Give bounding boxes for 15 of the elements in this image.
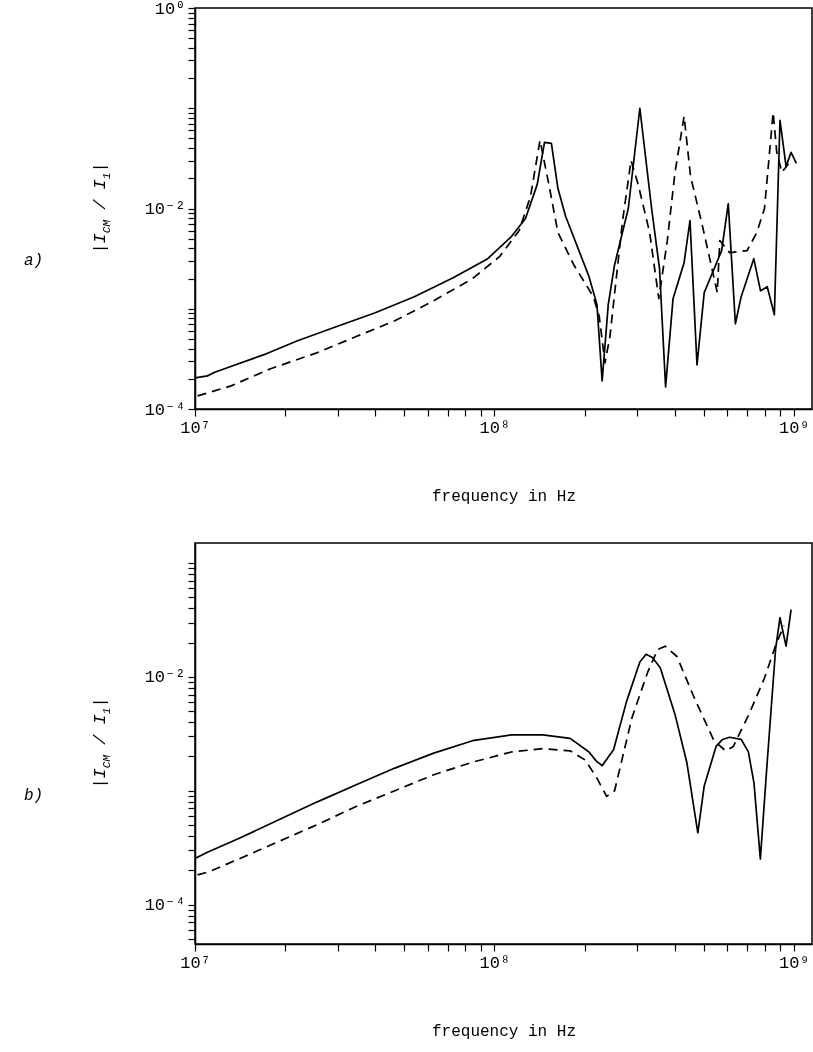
x-tick-label: 10⁹	[779, 418, 810, 438]
y-tick-label: 10⁻⁴	[144, 400, 186, 420]
y-tick-label: 10⁻²	[144, 668, 186, 688]
x-axis-title: frequency in Hz	[431, 1022, 577, 1041]
x-tick-label: 10⁷	[180, 418, 211, 438]
x-axis-title: frequency in Hz	[431, 487, 577, 506]
y-tick-label: 10⁰	[154, 0, 186, 19]
x-tick-label: 10⁸	[479, 418, 511, 438]
x-tick-label: 10⁸	[479, 953, 511, 973]
y-tick-label: 10⁻⁴	[144, 896, 186, 916]
text: a)	[24, 252, 44, 270]
x-tick-label: 10⁷	[180, 953, 211, 973]
y-tick-label: 10⁻²	[144, 200, 186, 219]
text: b)	[24, 787, 44, 805]
x-tick-label: 10⁹	[779, 953, 810, 973]
